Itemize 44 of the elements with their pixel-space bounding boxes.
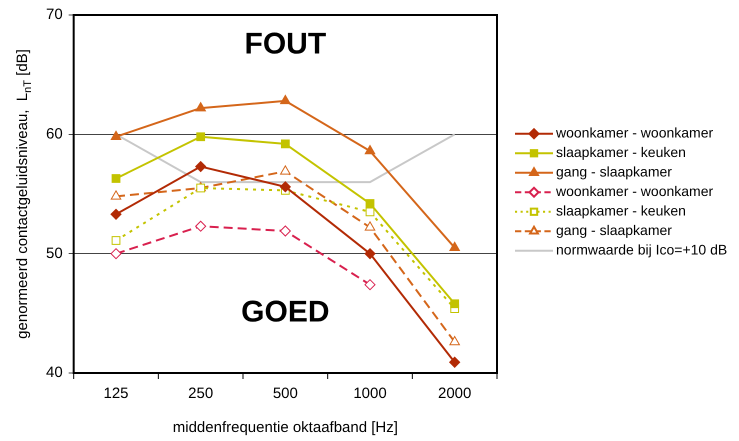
legend-label: woonkamer - woonkamer [555, 124, 714, 141]
point [364, 279, 376, 290]
y-tick-label: 70 [46, 6, 63, 24]
annotation: FOUT [244, 27, 326, 60]
point [366, 208, 374, 216]
point [112, 174, 120, 183]
point [110, 190, 122, 200]
point [449, 242, 460, 251]
point [364, 221, 376, 231]
x-tick-label: 125 [104, 385, 129, 402]
legend-label: woonkamer - woonkamer [555, 183, 714, 200]
legend-label: slaapkamer - keuken [556, 144, 686, 160]
x-axis-title: middenfrequentie oktaafband [Hz] [172, 419, 398, 436]
point [110, 130, 122, 140]
point [366, 199, 374, 208]
legend-label: normwaarde bij Ico=+10 dB [556, 242, 728, 258]
point [280, 181, 291, 192]
y-tick-label: 40 [46, 364, 63, 382]
x-tick-label: 250 [188, 385, 214, 402]
point [280, 94, 291, 104]
point [280, 139, 290, 148]
x-tick-label: 500 [272, 385, 298, 402]
point [112, 236, 120, 245]
point [195, 102, 206, 112]
point [280, 165, 291, 175]
x-tick-label: 1000 [353, 385, 387, 402]
y-tick-label: 60 [46, 125, 63, 142]
y-axis-title: genormeerd contactgeluidsniveau, LnT [dB] [14, 49, 34, 339]
point [280, 225, 291, 236]
point [195, 220, 206, 232]
point [364, 145, 376, 154]
point [110, 208, 122, 220]
y-tick-label: 50 [46, 244, 63, 262]
point [450, 299, 460, 308]
x-tick-label: 2000 [438, 385, 472, 402]
point [364, 248, 376, 260]
legend-label: gang - slaapkamer [556, 222, 672, 238]
point [195, 161, 206, 172]
annotation: GOED [241, 295, 330, 328]
point [196, 132, 206, 142]
legend-label: gang - slaapkamer [556, 164, 672, 180]
point [449, 356, 460, 368]
legend-label: slaapkamer - keuken [556, 202, 686, 219]
point [110, 248, 122, 260]
